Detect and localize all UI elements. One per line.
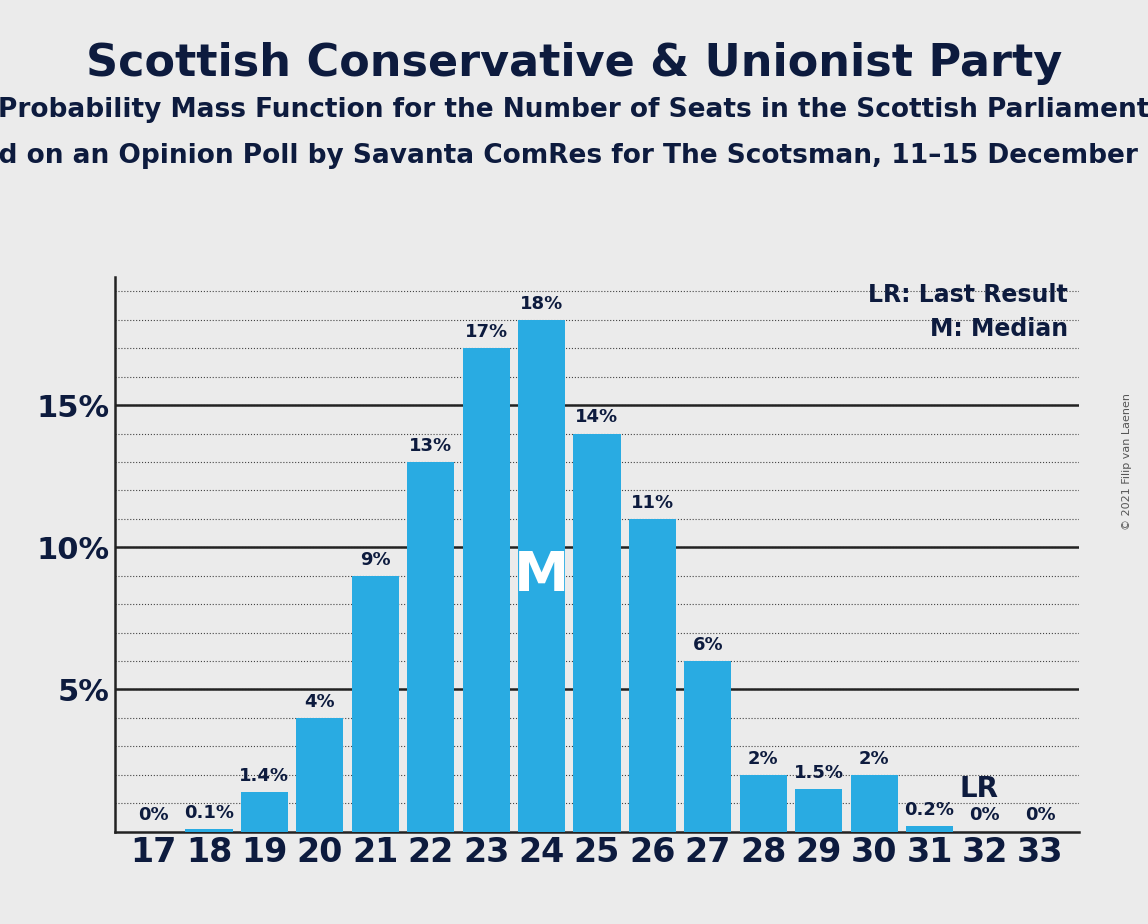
Text: 2%: 2% <box>747 749 778 768</box>
Text: 2%: 2% <box>859 749 890 768</box>
Text: 1.5%: 1.5% <box>793 764 844 782</box>
Bar <box>241 792 288 832</box>
Text: 0.2%: 0.2% <box>905 801 954 819</box>
Text: © 2021 Filip van Laenen: © 2021 Filip van Laenen <box>1123 394 1132 530</box>
Text: 9%: 9% <box>360 551 390 568</box>
Bar <box>296 718 343 832</box>
Text: 4%: 4% <box>304 693 335 711</box>
Text: 1.4%: 1.4% <box>240 767 289 784</box>
Text: M: Median: M: Median <box>930 317 1068 341</box>
Bar <box>408 462 455 832</box>
Text: Probability Mass Function for the Number of Seats in the Scottish Parliament: Probability Mass Function for the Number… <box>0 97 1148 123</box>
Text: LR: LR <box>960 775 999 803</box>
Bar <box>796 789 843 832</box>
Text: 14%: 14% <box>575 408 619 427</box>
Text: LR: Last Result: LR: Last Result <box>868 283 1068 307</box>
Text: M: M <box>514 549 569 602</box>
Text: Based on an Opinion Poll by Savanta ComRes for The Scotsman, 11–15 December 2020: Based on an Opinion Poll by Savanta ComR… <box>0 143 1148 169</box>
Text: 0.1%: 0.1% <box>184 804 234 821</box>
Text: 6%: 6% <box>692 636 723 654</box>
Text: 18%: 18% <box>520 295 564 312</box>
Bar <box>518 320 565 832</box>
Bar <box>351 576 398 832</box>
Bar <box>906 826 953 832</box>
Text: 11%: 11% <box>630 493 674 512</box>
Text: 0%: 0% <box>138 807 169 824</box>
Text: 13%: 13% <box>409 437 452 455</box>
Bar <box>739 774 786 832</box>
Text: 17%: 17% <box>465 323 507 341</box>
Bar <box>851 774 898 832</box>
Bar <box>186 829 233 832</box>
Text: Scottish Conservative & Unionist Party: Scottish Conservative & Unionist Party <box>86 42 1062 85</box>
Bar <box>463 348 510 832</box>
Text: 0%: 0% <box>1025 807 1056 824</box>
Bar <box>573 433 621 832</box>
Text: 0%: 0% <box>970 807 1000 824</box>
Bar <box>684 661 731 832</box>
Bar <box>629 519 676 832</box>
